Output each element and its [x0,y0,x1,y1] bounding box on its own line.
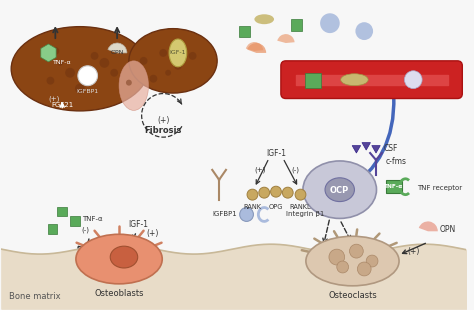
Circle shape [349,244,363,258]
Wedge shape [108,43,127,53]
Text: (+): (+) [48,95,60,102]
Ellipse shape [11,27,148,111]
Text: OPG: OPG [269,204,283,210]
Circle shape [100,58,109,68]
Text: OCP: OCP [330,186,349,195]
Circle shape [283,187,293,198]
Circle shape [271,186,282,197]
Ellipse shape [255,14,274,24]
Circle shape [320,13,340,33]
Text: (+): (+) [146,229,159,238]
Text: OPN: OPN [440,225,456,234]
Circle shape [329,249,345,265]
Circle shape [46,77,55,85]
Text: TNF receptor: TNF receptor [417,185,462,191]
Circle shape [259,187,270,198]
FancyBboxPatch shape [291,19,302,31]
Ellipse shape [306,236,399,286]
Wedge shape [419,221,438,231]
Circle shape [159,49,167,57]
Text: (+): (+) [157,116,169,125]
Circle shape [357,262,371,276]
Ellipse shape [169,39,187,67]
Text: (+): (+) [407,247,419,256]
Text: c-fms: c-fms [386,157,407,166]
FancyBboxPatch shape [305,73,321,88]
Circle shape [295,189,306,200]
Wedge shape [277,34,294,43]
Ellipse shape [119,61,148,110]
Circle shape [57,60,63,66]
Ellipse shape [325,178,355,202]
Text: IGF-1: IGF-1 [266,148,286,157]
Circle shape [78,66,98,86]
Circle shape [75,84,85,94]
Text: (+): (+) [255,167,266,173]
Text: Osteoblasts: Osteoblasts [94,289,144,298]
Text: Osteoclasts: Osteoclasts [328,291,377,300]
Circle shape [247,189,258,200]
Text: (-): (-) [82,226,90,233]
Text: TNF-α: TNF-α [384,184,403,189]
Circle shape [84,77,91,85]
Circle shape [51,47,59,55]
Text: RANKL: RANKL [290,204,311,210]
Text: RANK: RANK [244,204,262,210]
Ellipse shape [110,246,138,268]
Circle shape [65,68,75,78]
Text: FGF21: FGF21 [51,102,73,108]
Text: Bone matrix: Bone matrix [9,292,61,301]
Circle shape [366,255,378,267]
Text: IGFBP1: IGFBP1 [77,89,99,94]
FancyBboxPatch shape [281,61,462,99]
Circle shape [356,22,373,40]
Circle shape [165,70,171,76]
Ellipse shape [76,234,162,284]
Circle shape [337,261,348,273]
FancyBboxPatch shape [386,180,401,193]
Circle shape [126,80,132,86]
Text: Fibrosis: Fibrosis [145,126,182,135]
Text: IGF-1: IGF-1 [170,51,186,55]
Text: (-): (-) [292,167,300,173]
Ellipse shape [129,29,217,93]
Circle shape [189,52,197,60]
Text: OPN: OPN [110,51,124,55]
Ellipse shape [341,74,368,86]
Text: IGFBP1: IGFBP1 [212,211,237,217]
Text: TNF-α: TNF-α [82,216,102,222]
Wedge shape [246,42,263,51]
Wedge shape [247,43,266,53]
Circle shape [240,207,254,221]
Circle shape [91,52,99,60]
Text: TNF-α: TNF-α [53,60,72,65]
Circle shape [149,75,157,83]
Ellipse shape [303,161,376,219]
Text: Integrin β1: Integrin β1 [286,211,324,217]
Text: IGF-1: IGF-1 [128,220,149,229]
Text: CSF: CSF [384,144,398,153]
Circle shape [140,57,147,65]
Circle shape [404,71,422,89]
Circle shape [110,69,118,77]
Circle shape [174,62,182,70]
